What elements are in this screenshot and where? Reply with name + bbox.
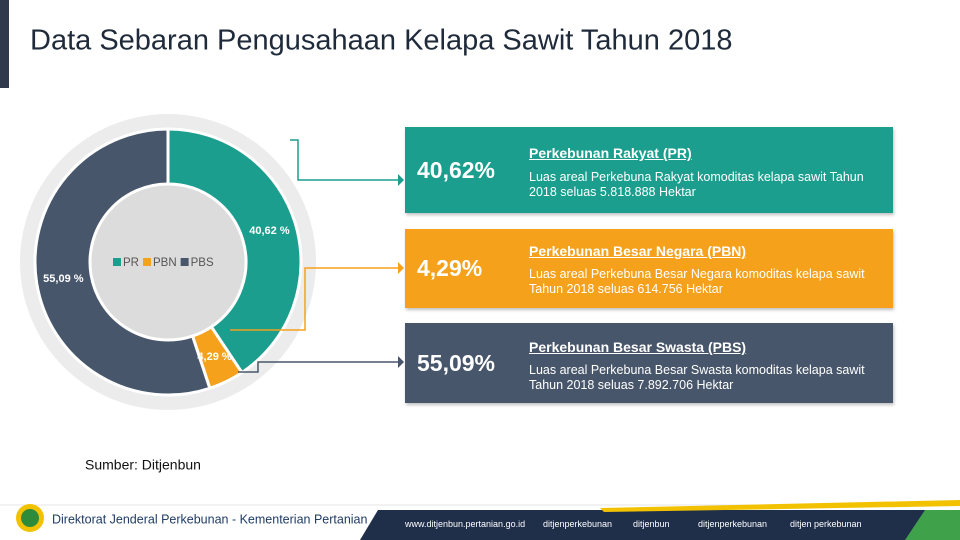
footer-link: ditjenperkebunan <box>698 519 768 529</box>
card-text: Luas areal Perkebuna Besar Negara komodi… <box>529 267 865 296</box>
arrow <box>398 174 404 186</box>
card: 55,09% Perkebunan Besar Swasta (PBS) Lua… <box>405 323 893 403</box>
legend-label: PR <box>123 257 139 269</box>
footer-band <box>360 510 960 540</box>
card: 40,62% Perkebunan Rakyat (PR) Luas areal… <box>405 127 893 213</box>
card-title: Perkebunan Rakyat (PR) <box>529 145 692 161</box>
legend-label: PBS <box>191 257 214 269</box>
connector <box>290 139 398 181</box>
accent-bar <box>0 0 9 88</box>
legend-swatch <box>142 258 151 266</box>
donut-slice <box>33 127 212 397</box>
card-percent: 55,09% <box>417 349 496 376</box>
legend-label: PBN <box>153 257 177 269</box>
arrow <box>398 356 404 368</box>
card-percent: 4,29% <box>417 255 483 281</box>
footer-link: ditjenbun <box>633 519 670 529</box>
footer-accent <box>905 510 960 540</box>
card-text: Luas areal Perkebuna Rakyat komoditas ke… <box>529 170 864 199</box>
footer-link: www.ditjenbun.pertanian.go.id <box>405 519 526 529</box>
slide-title: Data Sebaran Pengusahaan Kelapa Sawit Ta… <box>30 25 732 57</box>
card-title: Perkebunan Besar Swasta (PBS) <box>529 339 747 355</box>
card-percent: 40,62% <box>417 156 496 183</box>
footer-accent <box>600 500 960 512</box>
legend-swatch <box>113 258 121 266</box>
source: Sumber: Ditjenbun <box>85 457 201 473</box>
footer-link: ditjenperkebunan <box>543 519 613 529</box>
value-label: 4,29 % <box>197 351 231 363</box>
footer-org: Direktorat Jenderal Perkebunan - Kemente… <box>52 512 368 526</box>
card: 4,29% Perkebunan Besar Negara (PBN) Luas… <box>405 229 893 308</box>
arrow <box>398 262 404 274</box>
donut-slice <box>166 127 303 375</box>
card-text: Luas areal Perkebuna Besar Swasta komodi… <box>529 363 865 392</box>
connector <box>238 361 398 373</box>
logo <box>21 509 39 527</box>
footer-link: ditjen perkebunan <box>790 519 862 529</box>
value-label: 40,62 % <box>249 225 290 237</box>
card-title: Perkebunan Besar Negara (PBN) <box>529 243 747 259</box>
connector <box>230 267 398 331</box>
legend-swatch <box>180 258 189 266</box>
value-label: 55,09 % <box>43 273 84 285</box>
